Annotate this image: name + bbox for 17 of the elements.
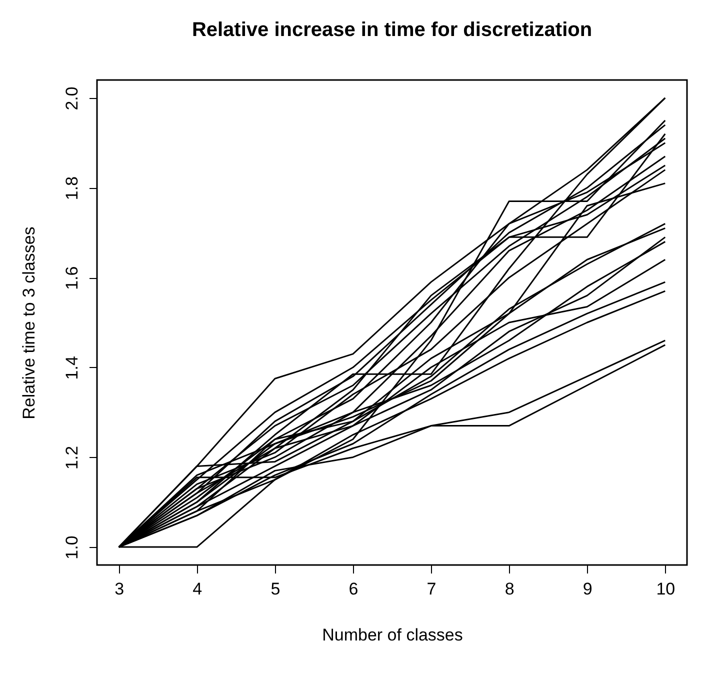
y-tick-label: 1.4 xyxy=(62,356,82,380)
chart-title: Relative increase in time for discretization xyxy=(192,19,592,41)
y-tick-label: 1.0 xyxy=(62,536,82,560)
y-tick-label: 1.6 xyxy=(62,266,82,290)
x-tick-label: 6 xyxy=(348,580,358,598)
y-tick-label: 2.0 xyxy=(62,86,82,110)
x-tick-label: 7 xyxy=(426,580,436,598)
y-tick-label: 1.8 xyxy=(62,176,82,200)
x-tick-label: 9 xyxy=(582,580,592,598)
y-axis-title: Relative time to 3 classes xyxy=(20,226,38,420)
x-tick-label: 3 xyxy=(114,580,124,598)
x-tick-label: 10 xyxy=(656,580,676,598)
x-tick-label: 4 xyxy=(192,580,202,598)
y-tick-label: 1.2 xyxy=(62,446,82,470)
x-axis-title: Number of classes xyxy=(322,626,463,644)
x-tick-label: 8 xyxy=(504,580,514,598)
x-tick-label: 5 xyxy=(270,580,280,598)
